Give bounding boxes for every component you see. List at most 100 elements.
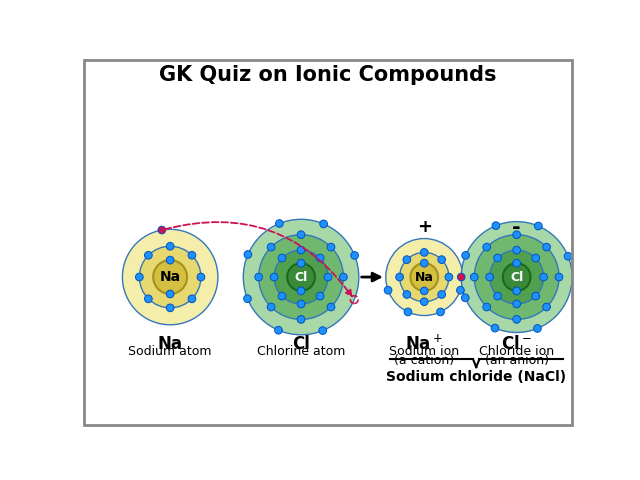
Circle shape (297, 287, 305, 295)
Text: -: - (513, 218, 521, 238)
Circle shape (275, 326, 282, 334)
Text: (a cation): (a cation) (394, 354, 454, 367)
Circle shape (244, 295, 252, 302)
Circle shape (534, 324, 541, 332)
Circle shape (153, 260, 187, 294)
Text: Sodium ion: Sodium ion (389, 345, 460, 358)
Circle shape (166, 242, 174, 250)
Circle shape (276, 220, 284, 228)
Circle shape (513, 259, 520, 267)
Circle shape (410, 263, 438, 291)
Circle shape (483, 243, 490, 251)
Circle shape (532, 292, 540, 300)
Circle shape (396, 273, 403, 281)
Circle shape (278, 292, 286, 300)
Circle shape (197, 273, 205, 281)
Circle shape (158, 226, 166, 234)
Circle shape (420, 298, 428, 306)
Circle shape (503, 263, 531, 291)
Circle shape (297, 259, 305, 267)
Text: Cl: Cl (510, 271, 524, 284)
Circle shape (403, 256, 411, 264)
Text: Sodium atom: Sodium atom (129, 345, 212, 358)
Circle shape (436, 308, 444, 316)
Text: Chloride ion: Chloride ion (479, 345, 554, 358)
Circle shape (438, 256, 445, 264)
Text: Cl: Cl (292, 335, 310, 353)
Circle shape (340, 273, 348, 281)
Circle shape (327, 243, 335, 251)
Circle shape (188, 252, 196, 259)
Circle shape (474, 235, 559, 319)
Circle shape (483, 303, 490, 311)
Circle shape (456, 287, 464, 294)
Circle shape (255, 273, 262, 281)
Circle shape (399, 252, 449, 302)
Circle shape (513, 315, 520, 323)
Circle shape (513, 287, 520, 295)
Circle shape (270, 273, 278, 281)
Circle shape (420, 259, 428, 267)
Circle shape (327, 303, 335, 311)
Text: GK Quiz on Ionic Compounds: GK Quiz on Ionic Compounds (159, 65, 497, 85)
Circle shape (470, 273, 478, 281)
Circle shape (140, 246, 201, 308)
Circle shape (297, 300, 305, 308)
Circle shape (462, 252, 470, 259)
Circle shape (458, 273, 465, 281)
Circle shape (543, 303, 550, 311)
Circle shape (274, 250, 328, 304)
Circle shape (420, 249, 428, 256)
Circle shape (513, 231, 520, 239)
Circle shape (145, 252, 152, 259)
Text: Cl$^-$: Cl$^-$ (501, 335, 532, 353)
Text: Na: Na (415, 271, 434, 284)
Circle shape (564, 252, 572, 260)
Circle shape (188, 295, 196, 303)
Circle shape (319, 327, 326, 335)
Text: Na$^+$: Na$^+$ (405, 335, 444, 354)
Circle shape (438, 290, 445, 299)
Circle shape (297, 315, 305, 323)
Circle shape (490, 250, 543, 304)
Circle shape (268, 243, 275, 251)
Text: Sodium chloride (NaCl): Sodium chloride (NaCl) (386, 370, 566, 384)
Text: Cl: Cl (294, 271, 308, 284)
Circle shape (145, 295, 152, 303)
Circle shape (287, 263, 315, 291)
Circle shape (297, 246, 305, 254)
Circle shape (540, 273, 547, 281)
Text: Chlorine atom: Chlorine atom (257, 345, 345, 358)
Circle shape (166, 304, 174, 312)
Circle shape (461, 222, 572, 333)
Circle shape (122, 229, 218, 325)
Circle shape (513, 300, 520, 308)
Circle shape (166, 290, 174, 298)
Circle shape (461, 294, 469, 301)
Circle shape (278, 254, 286, 262)
Circle shape (555, 273, 563, 281)
Circle shape (493, 292, 502, 300)
Circle shape (324, 273, 332, 281)
Circle shape (532, 254, 540, 262)
Text: (an anion): (an anion) (484, 354, 548, 367)
Circle shape (259, 235, 344, 319)
Circle shape (316, 254, 324, 262)
Text: Na: Na (157, 335, 182, 353)
Circle shape (351, 252, 358, 259)
Circle shape (244, 251, 252, 258)
Circle shape (513, 246, 520, 254)
Circle shape (493, 254, 502, 262)
Text: +: + (417, 218, 432, 236)
Circle shape (268, 303, 275, 311)
Circle shape (136, 273, 143, 281)
Circle shape (543, 243, 550, 251)
Circle shape (491, 324, 499, 332)
Circle shape (420, 287, 428, 295)
Circle shape (384, 287, 392, 294)
Circle shape (386, 239, 463, 315)
Circle shape (243, 219, 359, 335)
Circle shape (320, 220, 328, 228)
Circle shape (403, 290, 411, 299)
Circle shape (534, 222, 542, 230)
